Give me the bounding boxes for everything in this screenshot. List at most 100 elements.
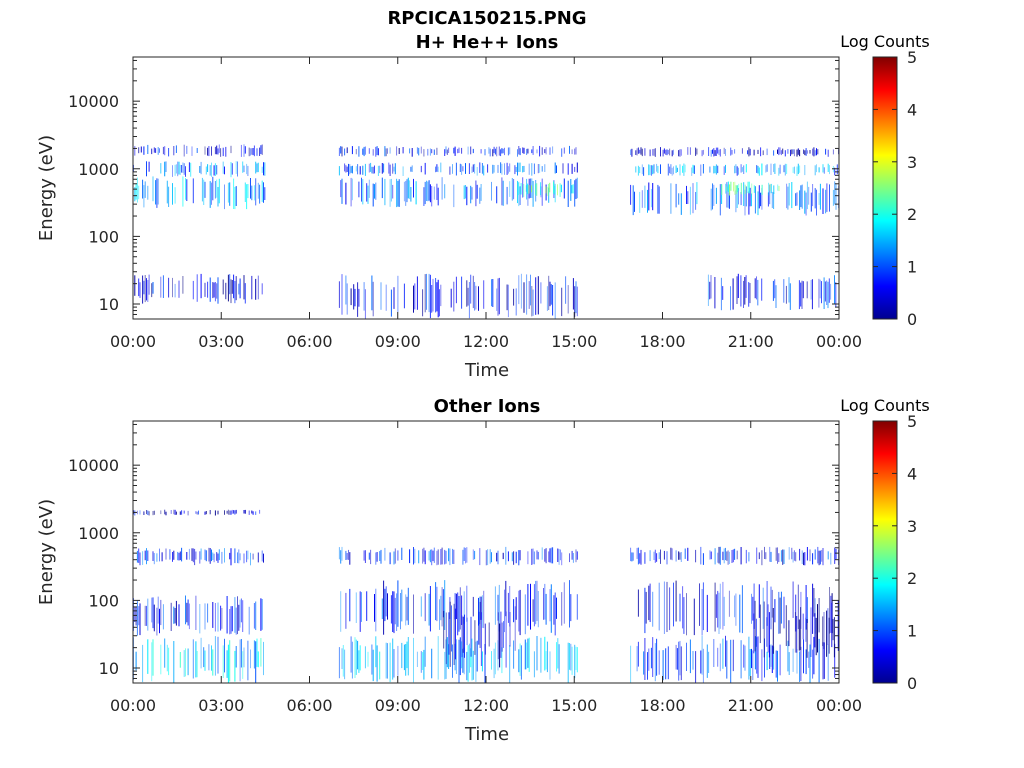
spectrogram-cell — [397, 645, 399, 676]
spectrogram-cell — [213, 165, 215, 176]
spectrogram-cell — [147, 185, 149, 200]
spectrogram-cell — [825, 189, 827, 214]
spectrogram-cell — [511, 552, 513, 562]
spectrogram-cell — [740, 164, 742, 173]
spectrogram-cell — [235, 276, 237, 301]
spectrogram-cell — [349, 164, 351, 175]
spectrogram-cell — [574, 286, 576, 317]
spectrogram-cell — [214, 636, 216, 676]
spectrogram-cell — [761, 550, 763, 566]
spectrogram-cell — [497, 594, 499, 621]
spectrogram-cell — [396, 178, 398, 208]
spectrogram-cell — [161, 552, 163, 562]
spectrogram-cell — [250, 148, 251, 156]
spectrogram-cell — [549, 182, 551, 193]
spectrogram-cell — [235, 646, 237, 668]
spectrogram-cell — [152, 282, 154, 294]
spectrogram-cell — [471, 638, 473, 681]
spectrogram-cell — [394, 597, 396, 625]
spectrogram-cell — [652, 165, 654, 175]
spectrogram-cell — [392, 638, 394, 680]
spectrogram-cell — [639, 553, 641, 564]
spectrogram-cell — [351, 178, 353, 201]
spectrogram-cell — [669, 148, 671, 156]
spectrogram-cell — [366, 183, 368, 202]
spectrogram-cell — [830, 283, 832, 300]
spectrogram-cell — [226, 596, 228, 634]
spectrogram-cell — [472, 164, 474, 172]
spectrogram-cell — [740, 275, 742, 307]
spectrogram-cell — [260, 598, 262, 631]
spectrogram-cell — [222, 645, 224, 678]
spectrogram-cell — [381, 177, 383, 199]
spectrogram-cell — [772, 608, 774, 654]
spectrogram-cell — [804, 552, 806, 566]
spectrogram-cell — [393, 166, 395, 172]
spectrogram-cell — [560, 184, 562, 193]
spectrogram-cell — [532, 599, 534, 622]
spectrogram-cell — [769, 183, 771, 191]
spectrogram-cell — [384, 178, 386, 206]
spectrogram-cell — [762, 587, 764, 629]
spectrogram-cell — [528, 185, 530, 194]
spectrogram-cell — [234, 281, 236, 304]
spectrogram-cell — [756, 276, 757, 300]
spectrogram-cell — [152, 551, 154, 561]
spectrogram-cell — [518, 146, 520, 155]
spectrogram-cell — [212, 602, 214, 628]
spectrogram-cell — [575, 178, 577, 199]
spectrogram-cell — [678, 641, 680, 681]
spectrogram-cell — [376, 645, 378, 682]
spectrogram-cell — [216, 283, 218, 299]
spectrogram-cell — [257, 162, 259, 173]
spectrogram-cell — [636, 148, 638, 156]
spectrogram-cell — [637, 147, 639, 154]
spectrogram-cell — [372, 183, 374, 207]
spectrogram-cell — [723, 166, 725, 175]
spectrogram-cell — [357, 282, 359, 317]
spectrogram-cell — [757, 636, 759, 678]
spectrogram-cell — [639, 149, 641, 154]
spectrogram-cell — [799, 165, 801, 173]
spectrogram-cell — [836, 164, 838, 175]
spectrogram-cell — [732, 639, 734, 672]
spectrogram-cell — [403, 181, 405, 202]
spectrogram-cell — [355, 639, 357, 675]
spectrogram-cell — [480, 596, 482, 620]
spectrogram-cell — [835, 282, 837, 307]
spectrogram-cell — [734, 548, 736, 560]
spectrogram-cell — [429, 184, 431, 203]
spectrogram-cell — [641, 164, 643, 175]
spectrogram-cell — [231, 606, 233, 632]
spectrogram-cell — [491, 552, 492, 563]
spectrogram-cell — [338, 547, 340, 560]
spectrogram-cell — [693, 165, 695, 174]
spectrogram-cell — [509, 645, 511, 683]
spectrogram-cell — [148, 274, 150, 295]
spectrogram-cell — [243, 510, 245, 514]
spectrogram-cell — [775, 285, 777, 308]
spectrogram-cell — [371, 644, 373, 675]
spectrogram-cell — [342, 645, 344, 677]
spectrogram-cell — [745, 186, 747, 207]
spectrogram-cell — [788, 547, 790, 560]
spectrogram-cell — [784, 163, 786, 176]
spectrogram-cell — [832, 149, 834, 155]
spectrogram-cell — [687, 147, 689, 155]
spectrogram-cell — [345, 182, 347, 205]
spectrogram-cell — [458, 596, 460, 632]
spectrogram-cell — [354, 288, 356, 307]
spectrogram-cell — [393, 649, 395, 678]
spectrogram-cell — [501, 163, 503, 175]
spectrogram-cell — [156, 178, 158, 208]
spectrogram-cell — [632, 552, 634, 561]
spectrogram-cell — [797, 163, 799, 175]
spectrogram-cell — [455, 639, 457, 674]
spectrogram-cell — [810, 280, 812, 300]
spectrogram-cell — [723, 596, 725, 626]
spectrogram-cell — [406, 641, 408, 669]
spectrogram-cell — [501, 622, 503, 652]
spectrogram-cell — [134, 510, 136, 516]
x-tick-label: 06:00 — [286, 332, 332, 351]
spectrogram-cell — [437, 549, 439, 565]
